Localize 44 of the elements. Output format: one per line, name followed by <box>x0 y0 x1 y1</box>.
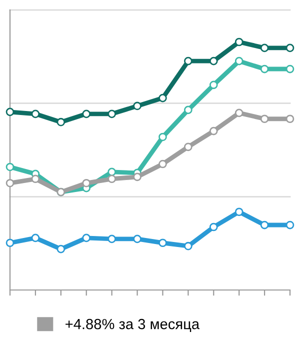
point <box>209 80 218 90</box>
point <box>133 102 142 110</box>
point <box>286 64 294 74</box>
point <box>158 160 167 168</box>
point <box>56 118 66 126</box>
point <box>260 44 269 52</box>
point <box>133 234 142 244</box>
point <box>31 174 40 184</box>
point <box>6 108 14 116</box>
point <box>6 178 14 188</box>
point <box>158 238 167 248</box>
point <box>260 64 269 74</box>
point <box>108 174 116 184</box>
point <box>133 172 142 182</box>
point <box>209 56 218 66</box>
point <box>234 108 244 118</box>
point <box>209 126 218 136</box>
point <box>82 234 91 242</box>
point <box>158 94 167 102</box>
legend-label: +4.88% за 3 месяца <box>66 318 200 332</box>
point <box>286 220 294 230</box>
point <box>82 110 91 118</box>
point <box>108 234 116 244</box>
point <box>234 56 244 66</box>
point <box>108 110 116 118</box>
point <box>184 142 192 152</box>
point <box>158 132 167 142</box>
point <box>184 56 192 66</box>
point <box>56 244 66 254</box>
point <box>260 114 269 124</box>
point <box>286 114 294 124</box>
point <box>286 44 294 52</box>
point <box>260 220 269 230</box>
point <box>108 168 116 176</box>
point <box>6 238 14 248</box>
point <box>6 162 14 172</box>
point <box>234 208 244 216</box>
point <box>184 242 192 250</box>
point <box>31 110 40 118</box>
point <box>184 106 192 114</box>
point <box>209 222 218 232</box>
point <box>234 38 244 46</box>
point <box>82 178 91 188</box>
point <box>31 234 40 242</box>
